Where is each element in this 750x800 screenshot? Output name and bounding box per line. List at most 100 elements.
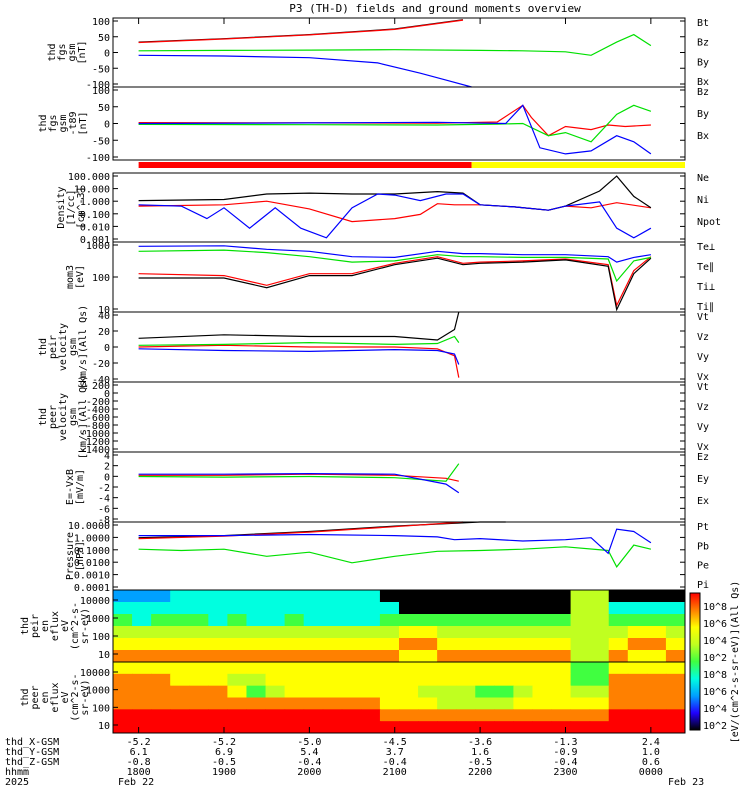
heatmap-cell <box>627 662 648 675</box>
panel-frame <box>112 172 686 243</box>
heatmap-cell <box>113 721 133 734</box>
y-tick-label: 10 <box>98 650 110 661</box>
heatmap-cell <box>265 721 286 734</box>
heatmap-cell <box>494 614 514 627</box>
heatmap-cell <box>151 685 171 698</box>
y-axis-label-line: Pressure <box>65 532 76 580</box>
heatmap-cell <box>379 697 400 710</box>
heatmap-cell <box>475 721 495 734</box>
heatmap-cell <box>246 697 267 710</box>
heatmap-cell <box>551 709 572 722</box>
y-tick-label: -100 <box>86 153 110 164</box>
y-tick-label: -400 <box>86 405 110 416</box>
y-tick-label: 0.0001 <box>74 583 110 594</box>
heatmap-cell <box>418 673 438 687</box>
heatmap-cell <box>646 614 667 627</box>
heatmap-cell <box>132 685 152 698</box>
plot-title: P3 (TH-D) fields and ground moments over… <box>289 2 581 15</box>
heatmap-cell <box>570 602 591 615</box>
heatmap-cell <box>608 650 629 663</box>
heatmap-cell <box>170 709 190 722</box>
y-tick-label: -1200 <box>80 437 110 448</box>
heatmap-cell <box>513 602 533 615</box>
heatmap-cell <box>475 602 495 615</box>
heatmap-cell <box>113 697 133 710</box>
heatmap-cell <box>246 685 267 698</box>
y-tick-label: 10000 <box>80 668 110 679</box>
heatmap-cell <box>341 590 362 603</box>
x-row-value: -4.5 <box>383 737 407 748</box>
x-row-value: 2.4 <box>642 737 660 748</box>
heatmap-cell <box>208 638 228 651</box>
heatmap-cell <box>113 638 133 651</box>
heatmap-cell <box>379 685 400 698</box>
heatmap-cell <box>284 673 305 687</box>
x-row-value: 3.7 <box>386 747 404 758</box>
heatmap-cell <box>303 626 324 639</box>
panel-frame <box>112 241 686 313</box>
series-line-2 <box>138 33 652 56</box>
heatmap-cell <box>570 638 591 651</box>
heatmap-cell <box>132 602 152 615</box>
panel-6: 2000-200-400-600-800-1000-1200-1400 Vt Vz V… <box>38 375 709 459</box>
heatmap-cell <box>132 614 152 627</box>
x-row-value: 2200 <box>468 767 492 778</box>
heatmap-cell <box>608 602 629 615</box>
heatmap-cell <box>322 614 343 627</box>
heatmap-cell <box>227 626 247 639</box>
heatmap-cell <box>170 614 190 627</box>
heatmap-cell <box>437 650 457 663</box>
colorbar: 10^8 10^8 10^6 10^6 10^4 10^4 10^2 10^2 [eV/(cm^… <box>689 581 741 744</box>
y-axis-label-line: thd <box>20 688 31 706</box>
y-tick-label: 100 <box>92 273 110 284</box>
heatmap-cell <box>418 709 438 722</box>
heatmap-cell <box>627 709 648 722</box>
heatmap-cell <box>284 602 305 615</box>
year-label: 2025 <box>5 777 29 788</box>
y-tick-label: 2 <box>104 462 110 473</box>
heatmap-cell <box>284 638 305 651</box>
y-axis-label: thd peir en eflux eV (cm^2-s-sr-eV) <box>20 602 91 650</box>
heatmap-cell <box>418 685 438 698</box>
heatmap-cell <box>646 590 667 603</box>
heatmap-cell <box>646 709 667 722</box>
heatmap-cell <box>494 697 514 710</box>
heatmap-cell <box>360 662 381 675</box>
heatmap-cell <box>360 602 381 615</box>
heatmap-cell <box>456 650 476 663</box>
heatmap-cell <box>303 709 324 722</box>
heatmap-cell <box>475 650 495 663</box>
heatmap-cell <box>608 662 629 675</box>
y-tick-label: 10.0000 <box>68 521 110 532</box>
heatmap-cell <box>551 662 572 675</box>
heatmap-cell <box>322 626 343 639</box>
heatmap-cell <box>113 662 133 675</box>
heatmap-cell <box>208 721 228 734</box>
colorbar-tick-label: 10^2 <box>703 721 727 732</box>
heatmap-cell <box>494 590 514 603</box>
heatmap-cell <box>303 602 324 615</box>
heatmap-cell <box>475 697 495 710</box>
y-tick-label: 4 <box>104 451 110 462</box>
y-axis-label-line: gsm <box>58 114 69 132</box>
colorbar-label: [eV/(cm^2-s-sr-eV)](All Qs) <box>730 581 741 744</box>
heatmap-cell <box>570 709 591 722</box>
y-tick-label: 0.1000 <box>74 546 110 557</box>
heatmap-cell <box>379 709 400 722</box>
heatmap-cell <box>227 590 247 603</box>
legend-label: Vz <box>697 332 709 343</box>
heatmap-cell <box>227 638 247 651</box>
heatmap-cell <box>608 614 629 627</box>
heatmap-cell <box>284 650 305 663</box>
colorbar-tick-label: 10^6 <box>703 687 727 698</box>
heatmap-cell <box>665 697 686 710</box>
heatmap-cell <box>532 626 553 639</box>
mode-bar <box>138 162 685 168</box>
heatmap-cell <box>132 626 152 639</box>
heatmap-cell <box>246 626 267 639</box>
x-row-label: hhmm <box>5 767 29 778</box>
heatmap-cell <box>379 650 400 663</box>
y-tick-label: 1000 <box>86 241 110 252</box>
panel-1: 100 50 0 -50 -100 Bt Bz By Bx thd fgs gsm [nT] <box>47 17 709 91</box>
